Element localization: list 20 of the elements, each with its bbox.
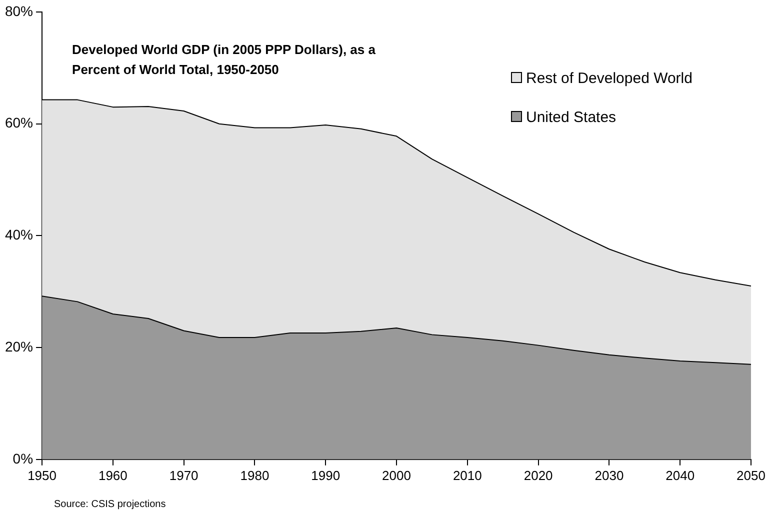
x-tick-label: 1950 (28, 468, 56, 483)
x-tick-label: 1980 (240, 468, 270, 483)
y-tick-label: 80% (4, 2, 34, 19)
x-tick-label: 2050 (736, 468, 766, 483)
legend-label: Rest of Developed World (526, 70, 692, 87)
x-tick-label: 2010 (452, 468, 482, 483)
x-tick-label: 1960 (98, 468, 128, 483)
source-note: Source: CSIS projections (54, 499, 166, 510)
x-tick-label: 1970 (169, 468, 198, 483)
y-tick-label: 0% (12, 450, 34, 466)
y-tick-label: 20% (4, 338, 34, 354)
y-tick-label: 40% (4, 226, 34, 243)
x-tick-label: 2040 (666, 468, 695, 483)
x-tick-label: 2030 (594, 468, 624, 483)
y-tick-label: 60% (4, 114, 34, 131)
legend-label: United States (526, 109, 616, 126)
x-tick-label: 1990 (311, 468, 340, 483)
text: Developed World GDP (in 2005 PPP Dollars), as a Percent of World Total, 1950-2050 (72, 42, 376, 77)
x-tick-label: 2020 (524, 468, 553, 483)
x-tick-label: 2000 (382, 468, 411, 483)
